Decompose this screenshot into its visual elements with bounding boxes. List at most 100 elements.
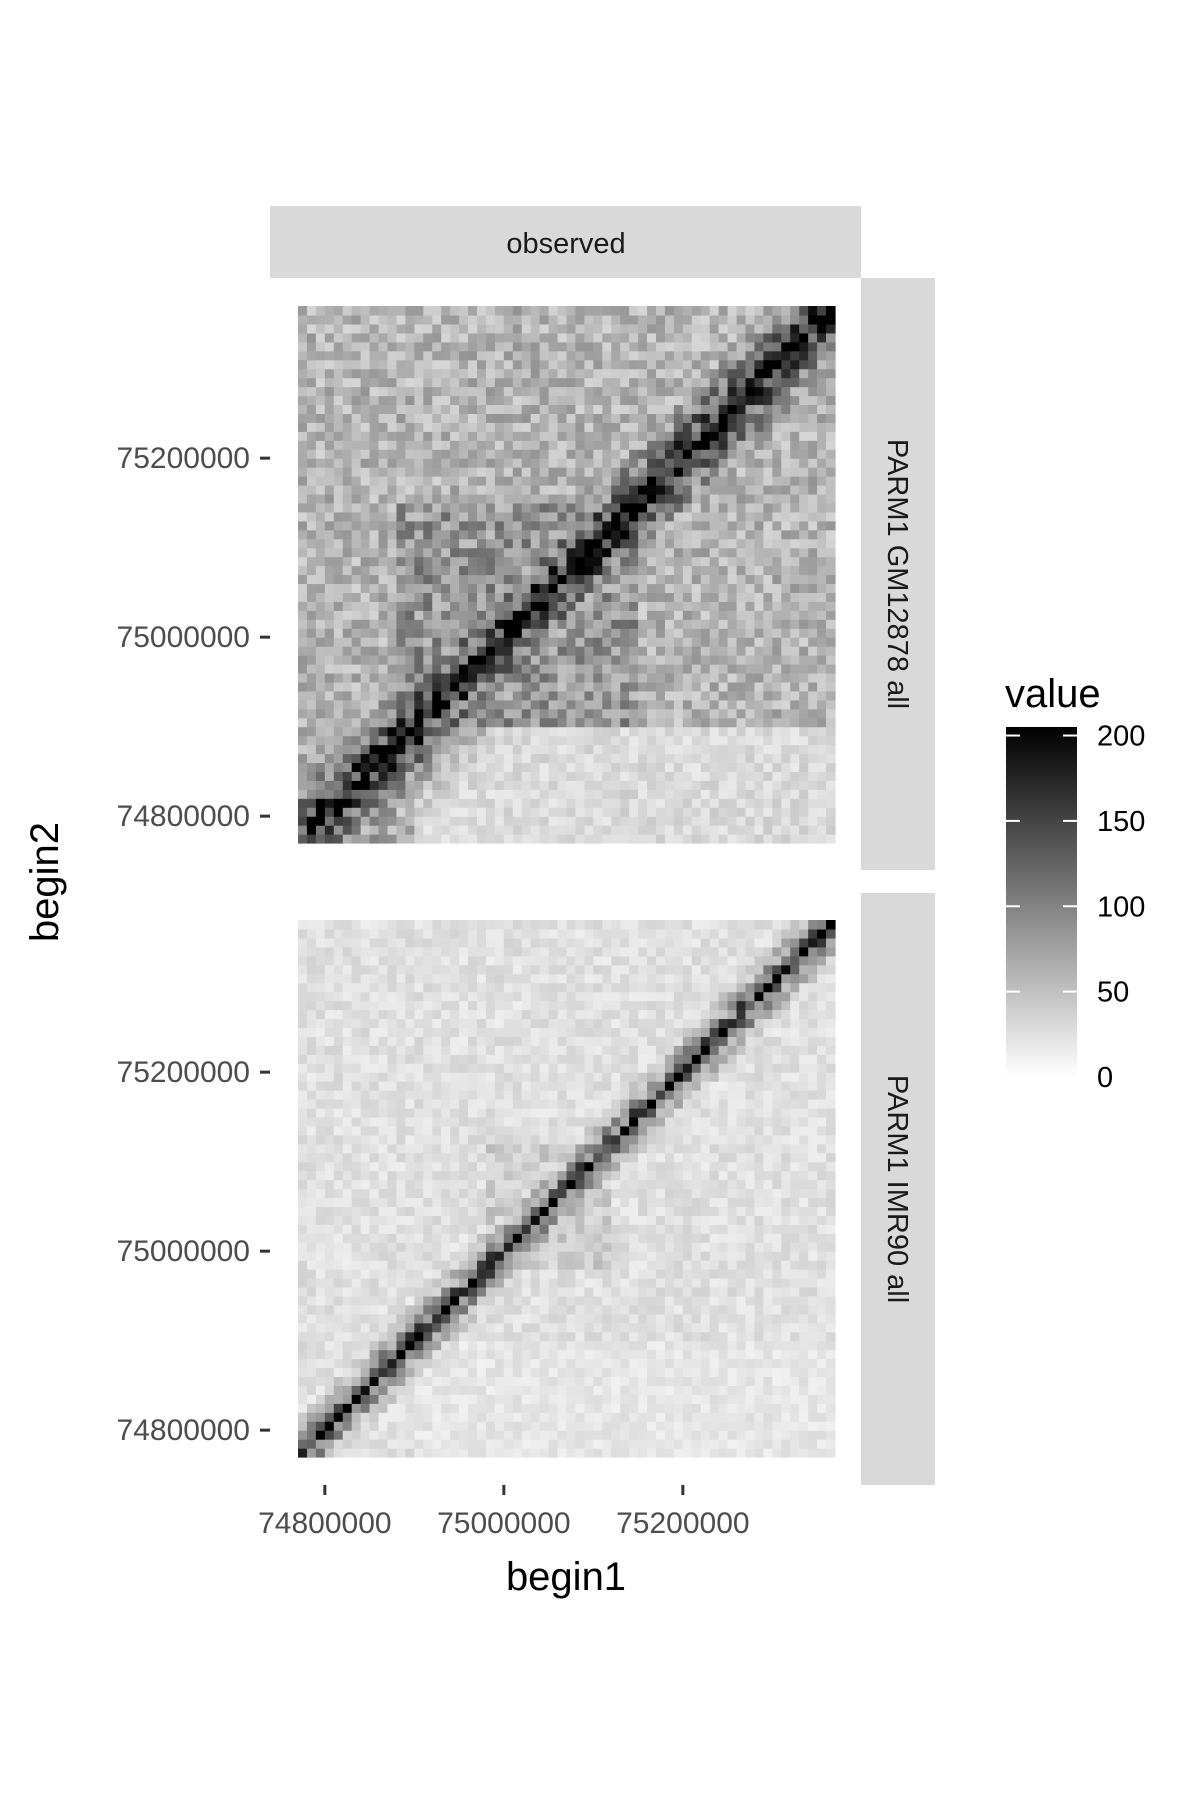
heatmap-cell bbox=[808, 708, 818, 719]
heatmap-cell bbox=[566, 306, 577, 316]
column-strip bbox=[270, 206, 861, 278]
heatmap-cell bbox=[387, 1072, 398, 1082]
heatmap-cell bbox=[817, 458, 827, 468]
heatmap-cell bbox=[306, 502, 317, 513]
heatmap-cell bbox=[351, 699, 362, 710]
heatmap-cell bbox=[494, 780, 505, 790]
heatmap-cell bbox=[423, 771, 433, 781]
heatmap-cell bbox=[298, 1099, 308, 1109]
heatmap-cell bbox=[315, 753, 326, 764]
heatmap-cell bbox=[620, 735, 630, 746]
heatmap-cell bbox=[414, 1134, 424, 1145]
heatmap-cell bbox=[333, 1143, 344, 1154]
heatmap-cell bbox=[799, 807, 809, 817]
heatmap-cell bbox=[324, 350, 335, 361]
heatmap-cell bbox=[477, 1295, 487, 1306]
heatmap-cell bbox=[298, 735, 308, 746]
heatmap-cell bbox=[360, 467, 371, 477]
heatmap-cell bbox=[378, 1116, 389, 1127]
heatmap-cell bbox=[315, 1394, 326, 1404]
heatmap-cell bbox=[566, 834, 577, 844]
heatmap-cell bbox=[494, 1224, 505, 1234]
heatmap-cell bbox=[808, 681, 818, 692]
heatmap-cell bbox=[709, 789, 720, 799]
heatmap-cell bbox=[315, 1036, 326, 1046]
heatmap-cell bbox=[468, 1439, 478, 1449]
heatmap-cell bbox=[360, 574, 371, 585]
heatmap-cell bbox=[477, 458, 487, 468]
heatmap-cell bbox=[575, 735, 585, 746]
heatmap-cell bbox=[468, 1099, 478, 1109]
heatmap-cell bbox=[306, 458, 317, 468]
heatmap-cell bbox=[459, 341, 469, 352]
heatmap-cell bbox=[405, 637, 415, 647]
heatmap-cell bbox=[333, 1322, 344, 1333]
heatmap-cell bbox=[557, 368, 568, 379]
heatmap-cell bbox=[826, 655, 836, 665]
heatmap-cell bbox=[736, 565, 747, 576]
heatmap-cell bbox=[450, 440, 460, 450]
heatmap-cell bbox=[324, 386, 335, 397]
heatmap-cell bbox=[369, 681, 380, 692]
heatmap-cell bbox=[333, 789, 344, 799]
heatmap-cell bbox=[405, 920, 415, 930]
heatmap-cell bbox=[360, 1304, 371, 1315]
heatmap-cell bbox=[298, 485, 308, 495]
heatmap-cell bbox=[817, 306, 827, 316]
heatmap-cell bbox=[333, 422, 344, 432]
heatmap-cell bbox=[709, 583, 720, 593]
heatmap-cell bbox=[485, 1412, 496, 1422]
heatmap-cell bbox=[315, 368, 326, 379]
heatmap-cell bbox=[566, 583, 577, 593]
heatmap-cell bbox=[718, 789, 729, 799]
heatmap-cell bbox=[477, 1161, 487, 1172]
heatmap-cell bbox=[727, 735, 738, 746]
heatmap-cell bbox=[342, 1054, 353, 1064]
heatmap-cell bbox=[638, 708, 648, 719]
heatmap-cell bbox=[351, 1358, 362, 1369]
heatmap-cell bbox=[620, 655, 630, 665]
heatmap-cell bbox=[369, 655, 380, 665]
heatmap-cell bbox=[342, 502, 353, 513]
heatmap-cell bbox=[691, 807, 702, 817]
heatmap-cell bbox=[468, 1224, 478, 1234]
heatmap-cell bbox=[503, 655, 514, 665]
heatmap-cell bbox=[396, 1331, 406, 1342]
heatmap-cell bbox=[378, 628, 389, 638]
heatmap-cell bbox=[477, 1215, 487, 1225]
heatmap-cell bbox=[485, 1340, 496, 1351]
heatmap-cell bbox=[754, 753, 764, 764]
heatmap-cell bbox=[441, 1331, 451, 1342]
heatmap-cell bbox=[306, 964, 317, 975]
heatmap-cell bbox=[468, 1412, 478, 1422]
heatmap-cell bbox=[763, 672, 773, 683]
heatmap-cell bbox=[477, 628, 487, 638]
heatmap-cell bbox=[423, 1224, 433, 1234]
heatmap-cell bbox=[342, 395, 353, 406]
heatmap-cell bbox=[333, 583, 344, 593]
heatmap-cell bbox=[485, 422, 496, 432]
heatmap-cell bbox=[485, 1188, 496, 1199]
heatmap-cell bbox=[360, 1278, 371, 1288]
heatmap-cell bbox=[548, 789, 559, 799]
heatmap-cell bbox=[378, 708, 389, 719]
heatmap-cell bbox=[459, 350, 469, 361]
heatmap-cell bbox=[378, 458, 389, 468]
heatmap-cell bbox=[459, 1340, 469, 1351]
heatmap-cell bbox=[817, 610, 827, 620]
heatmap-cell bbox=[351, 1349, 362, 1360]
heatmap-cell bbox=[727, 368, 738, 379]
heatmap-cell bbox=[638, 377, 648, 388]
heatmap-cell bbox=[360, 619, 371, 629]
heatmap-cell bbox=[575, 771, 585, 781]
heatmap-cell bbox=[602, 610, 612, 620]
heatmap-cell bbox=[790, 359, 800, 370]
heatmap-cell bbox=[530, 547, 541, 558]
heatmap-cell bbox=[656, 359, 666, 370]
heatmap-cell bbox=[342, 946, 353, 957]
heatmap-cell bbox=[378, 1063, 389, 1073]
heatmap-cell bbox=[584, 762, 594, 772]
heatmap-cell bbox=[360, 1054, 371, 1064]
heatmap-cell bbox=[826, 744, 836, 755]
heatmap-cell bbox=[718, 646, 729, 656]
